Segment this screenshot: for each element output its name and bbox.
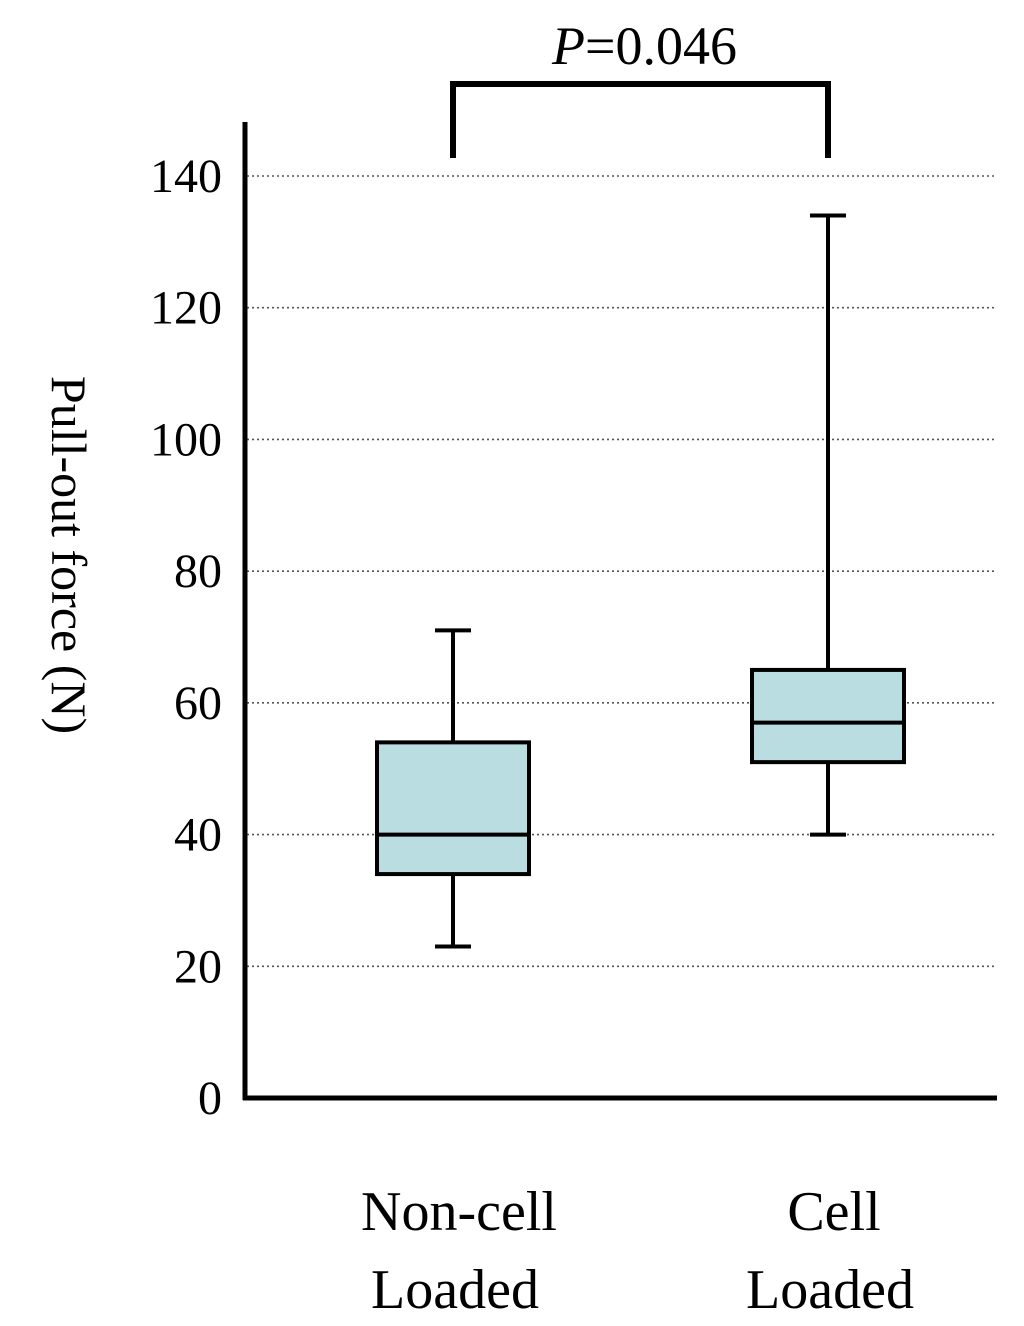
y-tick-label: 20 — [174, 940, 222, 993]
significance-annotation: P=0.046 — [450, 16, 831, 158]
box-plot-series — [375, 213, 906, 949]
box-1 — [375, 628, 531, 949]
y-axis-label: Pull-out force (N) — [41, 376, 97, 734]
y-tick-label: 100 — [150, 413, 222, 466]
category-label-line2: Loaded — [746, 1259, 914, 1321]
category-label-line1: Non-cell — [361, 1181, 557, 1243]
p-symbol: P — [551, 16, 585, 76]
category-label-line1: Cell — [787, 1181, 880, 1243]
y-tick-label: 60 — [174, 677, 222, 730]
box-2 — [750, 213, 906, 837]
interquartile-box — [375, 740, 531, 877]
x-category-labels: Non-cell Loaded Cell Loaded — [361, 1181, 914, 1321]
y-tick-label: 120 — [150, 282, 222, 335]
interquartile-box — [750, 667, 906, 765]
grid-lines — [247, 175, 997, 968]
significance-bracket — [450, 81, 831, 158]
y-tick-label: 80 — [174, 545, 222, 598]
axes — [242, 122, 997, 1101]
y-tick-labels: 0 20 40 60 80 100 120 140 — [150, 150, 222, 1125]
y-tick-label: 140 — [150, 150, 222, 203]
p-value-label: P=0.046 — [551, 16, 737, 76]
p-value: =0.046 — [585, 16, 737, 76]
y-tick-label: 40 — [174, 809, 222, 862]
category-label-line2: Loaded — [371, 1259, 539, 1321]
y-tick-label: 0 — [198, 1072, 222, 1125]
